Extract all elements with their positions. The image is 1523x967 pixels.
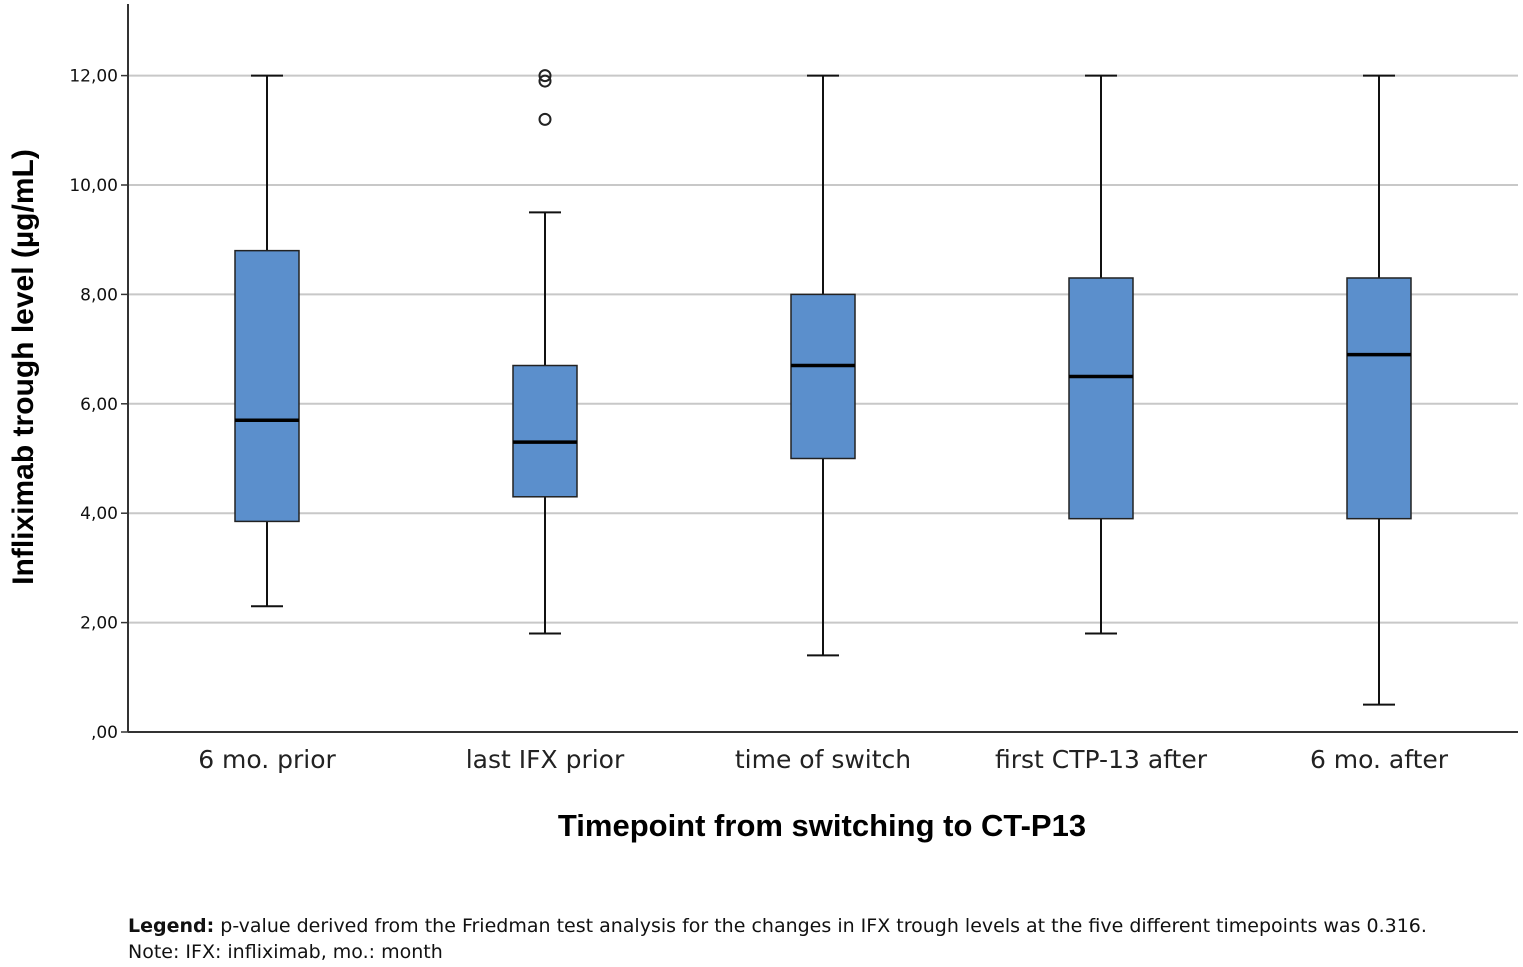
box-group bbox=[1346, 74, 1412, 706]
legend-label: Legend: bbox=[128, 915, 215, 937]
legend-text: p-value derived from the Friedman test a… bbox=[214, 915, 1427, 937]
box-iqr bbox=[234, 249, 300, 523]
box-group bbox=[1068, 74, 1134, 635]
box-series bbox=[234, 69, 1412, 706]
y-tick-label: 4,00 bbox=[80, 504, 118, 524]
y-tick-labels: ,00 2,00 4,00 6,00 8,00 10,00 12,00 bbox=[69, 67, 118, 743]
x-category-label: first CTP-13 after bbox=[995, 745, 1208, 774]
y-tick-label: ,00 bbox=[91, 723, 118, 743]
x-category-labels: 6 mo. prior last IFX prior time of switch f… bbox=[198, 745, 1449, 774]
box-iqr bbox=[790, 293, 856, 460]
outlier-point bbox=[538, 69, 552, 83]
x-axis-title: Timepoint from switching to CT-P13 bbox=[558, 808, 1086, 843]
outlier-point bbox=[538, 74, 552, 88]
legend-footnote: Note: IFX: infliximab, mo.: month bbox=[128, 941, 443, 963]
y-tick-label: 6,00 bbox=[80, 395, 118, 415]
x-category-label: last IFX prior bbox=[466, 745, 625, 774]
box-group bbox=[790, 74, 856, 657]
box-iqr bbox=[512, 364, 578, 498]
box-iqr bbox=[1346, 277, 1412, 520]
y-axis-title: Infliximab trough level (µg/mL) bbox=[7, 149, 40, 585]
x-category-label: 6 mo. prior bbox=[198, 745, 336, 774]
x-category-label: 6 mo. after bbox=[1310, 745, 1449, 774]
y-tick-label: 2,00 bbox=[80, 614, 118, 634]
outlier-point bbox=[538, 112, 552, 126]
legend-note: Legend: p-value derived from the Friedma… bbox=[128, 913, 1523, 965]
box-plot-chart: ,00 2,00 4,00 6,00 8,00 10,00 12,00 6 mo. prio… bbox=[7, 4, 1518, 843]
axes bbox=[121, 4, 1518, 733]
x-category-label: time of switch bbox=[735, 745, 911, 774]
legend-line: Legend: p-value derived from the Friedma… bbox=[128, 913, 1523, 939]
y-tick-label: 8,00 bbox=[80, 285, 118, 305]
box-iqr bbox=[1068, 277, 1134, 520]
box-group bbox=[512, 69, 578, 635]
y-tick-label: 12,00 bbox=[69, 67, 118, 87]
box-group bbox=[234, 74, 300, 608]
y-tick-label: 10,00 bbox=[69, 176, 118, 196]
